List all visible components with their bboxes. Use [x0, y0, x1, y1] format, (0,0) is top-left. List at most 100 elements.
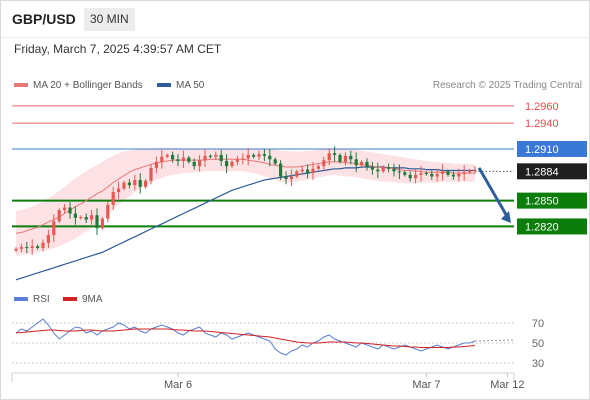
candle-body [219, 154, 223, 162]
rsi-tick-30: 30 [532, 358, 544, 370]
candle-body [349, 155, 353, 160]
candle-body [289, 176, 293, 180]
candle-body [117, 188, 121, 192]
candle-body [208, 155, 212, 157]
candle-body [14, 248, 18, 251]
rsi-extension [474, 339, 515, 342]
level-label-2: 1.2910 [525, 144, 559, 156]
legend-9ma-label: 9MA [82, 294, 103, 305]
candle-body [100, 218, 104, 229]
ma50-line [15, 166, 475, 281]
timeframe-badge[interactable]: 30 MIN [84, 8, 135, 31]
candle-body [138, 179, 142, 187]
level-tag-5 [517, 218, 587, 235]
candle-body [300, 169, 304, 172]
candle-body [160, 156, 164, 162]
candle-body [90, 215, 94, 220]
level-tag-4 [517, 192, 587, 209]
candle-body [457, 173, 461, 177]
legend-rsi-label: RSI [33, 294, 50, 305]
level-tag-2 [517, 140, 587, 157]
candle-body [36, 246, 40, 248]
bollinger-band [16, 148, 475, 256]
candle-body [165, 154, 169, 157]
candle-body [424, 173, 428, 175]
ma20-line [15, 158, 475, 234]
candle-body [441, 171, 445, 174]
candle-body [246, 154, 250, 159]
header-divider [1, 37, 589, 38]
level-label-0: 1.2960 [525, 101, 559, 113]
candle-body [268, 155, 272, 160]
candle-body [198, 160, 202, 167]
candle-body [322, 160, 326, 167]
candle-body [225, 161, 229, 167]
candle-body [311, 168, 315, 174]
level-label-4: 1.2850 [525, 196, 559, 208]
candle-body [295, 171, 299, 177]
candle-body [306, 169, 310, 174]
candle-body [279, 163, 283, 177]
candle-body [52, 221, 56, 236]
datetime-label: Friday, March 7, 2025 4:39:57 AM CET [14, 42, 222, 56]
candle-body [127, 182, 131, 186]
candle-body [327, 153, 331, 161]
candle-body [181, 157, 185, 162]
legend-rsi-swatch [14, 297, 28, 301]
candle-body [187, 157, 191, 162]
candle-body [343, 155, 347, 162]
candle-body [365, 161, 369, 168]
candle-body [360, 161, 364, 166]
candle-body [387, 167, 391, 169]
candle-body [284, 176, 288, 180]
candle-body [370, 167, 374, 170]
candle-body [230, 161, 234, 167]
candle-body [144, 180, 148, 187]
candle-body [338, 154, 342, 162]
legend-9ma-swatch [63, 297, 77, 301]
candle-body [451, 174, 455, 177]
candle-body [95, 215, 99, 229]
candle-body [154, 161, 158, 168]
candle-body [403, 172, 407, 175]
candle-body [462, 172, 466, 174]
candle-body [63, 207, 67, 211]
candle-body [316, 166, 320, 169]
legend-ma50-label: MA 50 [176, 80, 205, 91]
candle-body [257, 154, 261, 157]
candle-body [414, 174, 418, 179]
last-price-label: 1.2884 [525, 166, 559, 178]
pair-title: GBP/USD [12, 11, 76, 27]
candle-body [468, 170, 472, 173]
candle-body [84, 216, 88, 220]
last-price-tag [517, 163, 587, 180]
candle-body [57, 210, 61, 222]
candle-body [241, 158, 245, 160]
candle-body [111, 192, 115, 205]
candle-body [376, 169, 380, 172]
candle-body [68, 207, 72, 214]
candle-body [176, 159, 180, 162]
x-tick-label: Mar 6 [164, 379, 192, 391]
legend-ma20-label: MA 20 + Bollinger Bands [33, 80, 143, 91]
candle-body [192, 161, 196, 167]
rsi-ma-line [15, 328, 476, 348]
candle-body [419, 173, 423, 175]
legend-ma20-swatch [14, 83, 28, 87]
candle-body [354, 159, 358, 166]
candle-body [79, 216, 83, 218]
candle-body [46, 235, 50, 243]
candle-body [435, 173, 439, 177]
candle-body [252, 154, 256, 157]
candle-body [149, 167, 153, 181]
rsi-line [15, 318, 476, 356]
rsi-tick-70: 70 [532, 318, 544, 330]
rsi-tick-50: 50 [532, 338, 544, 350]
candle-body [214, 154, 218, 157]
x-tick-label: Mar 12 [490, 379, 524, 391]
candle-body [122, 182, 126, 189]
candle-body [473, 169, 477, 171]
candle-body [19, 247, 23, 249]
